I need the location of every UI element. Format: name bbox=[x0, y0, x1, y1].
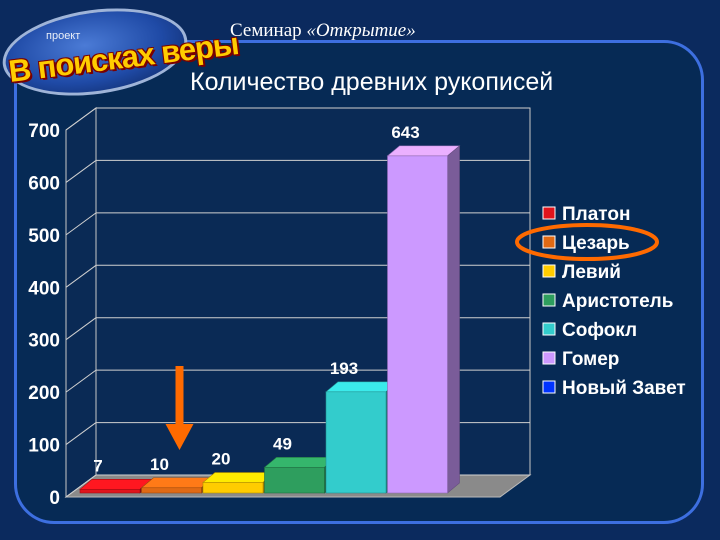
bar-2 bbox=[140, 477, 215, 494]
gridline-side bbox=[65, 264, 97, 288]
y-tick-label: 0 bbox=[49, 488, 60, 509]
seminar-prefix: Семинар bbox=[230, 20, 302, 41]
project-logo: проект В поисках веры bbox=[0, 0, 240, 107]
bar-front bbox=[79, 489, 141, 494]
chart-annotations bbox=[165, 223, 659, 450]
gridline-side bbox=[65, 369, 97, 393]
plot-area: 0 100 200 300 400 500 600 700 7 10 20 49 193 643 bbox=[28, 107, 532, 509]
bar-side bbox=[447, 145, 460, 494]
legend-swatch bbox=[542, 206, 556, 220]
chart-title: Количество древних рукописей bbox=[190, 68, 554, 96]
bar-top bbox=[386, 145, 461, 157]
legend-entry: Левий bbox=[562, 262, 621, 283]
legend-swatch bbox=[542, 293, 556, 307]
gridline-side bbox=[65, 212, 97, 236]
data-label: 20 bbox=[212, 450, 231, 469]
gridline-side bbox=[65, 317, 97, 341]
highlight-ellipse bbox=[515, 223, 659, 261]
logo-small-text: проект bbox=[46, 30, 81, 42]
legend-entry: Софокл bbox=[562, 320, 637, 341]
bar-front bbox=[387, 155, 448, 494]
back-wall bbox=[95, 107, 531, 476]
bar-front bbox=[264, 467, 325, 494]
seminar-header: Семинар «Открытие» bbox=[230, 20, 416, 42]
y-tick-label: 100 bbox=[28, 436, 60, 457]
y-tick-label: 400 bbox=[28, 278, 60, 299]
y-tick-label: 500 bbox=[28, 226, 60, 247]
data-label: 193 bbox=[330, 359, 358, 378]
bar-6 bbox=[386, 145, 461, 494]
data-label: 7 bbox=[93, 456, 102, 475]
bar-front bbox=[202, 482, 264, 494]
data-label: 643 bbox=[391, 123, 419, 142]
legend-entry: Гомер bbox=[562, 349, 619, 370]
legend-swatch bbox=[542, 380, 556, 394]
legend-entry: Новый Завет bbox=[562, 378, 686, 399]
data-label: 10 bbox=[150, 455, 169, 474]
y-tick-label: 200 bbox=[28, 383, 60, 404]
y-tick-label: 700 bbox=[28, 121, 60, 142]
gridline-side bbox=[65, 422, 97, 445]
bar-front bbox=[141, 487, 202, 494]
data-label: 49 bbox=[273, 434, 292, 453]
legend-swatch bbox=[542, 264, 556, 278]
legend-swatch bbox=[542, 351, 556, 365]
chart-legend: Платон Цезарь Левий Аристотель Софокл Гомер Но… bbox=[542, 204, 686, 399]
legend-entry: Аристотель bbox=[562, 291, 673, 312]
legend-swatch bbox=[542, 235, 556, 249]
bar-front bbox=[325, 391, 387, 494]
gridline-side bbox=[65, 160, 97, 183]
legend-entry: Цезарь bbox=[562, 233, 630, 254]
y-tick-label: 300 bbox=[28, 331, 60, 352]
legend-entry: Платон bbox=[562, 204, 630, 225]
arrow-shaft bbox=[175, 366, 184, 424]
arrow-head bbox=[165, 424, 194, 450]
y-tick-label: 600 bbox=[28, 173, 60, 194]
bar-1 bbox=[79, 478, 153, 494]
side-wall bbox=[65, 107, 97, 498]
gridline-side bbox=[65, 107, 97, 131]
seminar-title: «Открытие» bbox=[306, 20, 416, 41]
gridline-side bbox=[65, 474, 97, 498]
legend-swatch bbox=[542, 322, 556, 336]
